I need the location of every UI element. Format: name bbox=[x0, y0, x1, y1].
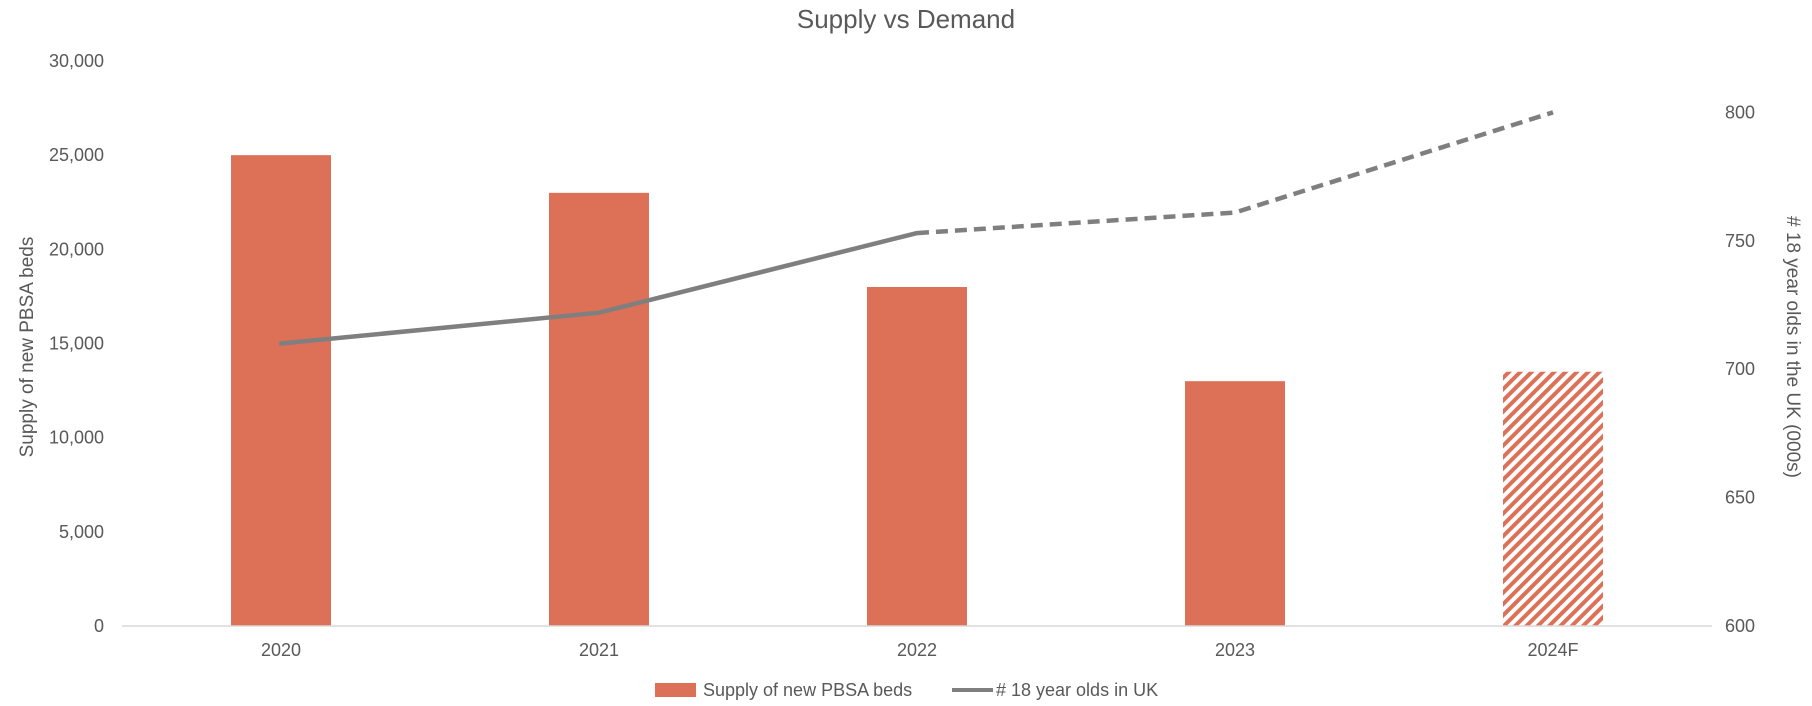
left-axis-tick-label: 0 bbox=[94, 616, 104, 636]
bar bbox=[549, 192, 649, 627]
legend-line-label: # 18 year olds in UK bbox=[996, 680, 1158, 700]
x-axis-tick-label: 2022 bbox=[897, 640, 937, 660]
x-axis-tick-label: 2023 bbox=[1215, 640, 1255, 660]
left-axis-tick-label: 15,000 bbox=[49, 334, 104, 354]
left-axis-tick-label: 20,000 bbox=[49, 239, 104, 259]
right-axis-ticks: 600 650 700 750 800 bbox=[1725, 102, 1755, 636]
right-axis-tick-label: 750 bbox=[1725, 231, 1755, 251]
left-axis-title: Supply of new PBSA beds bbox=[17, 237, 38, 458]
chart-title: Supply vs Demand bbox=[797, 4, 1015, 34]
bar bbox=[867, 287, 967, 626]
bar-forecast bbox=[1503, 371, 1603, 626]
left-axis-tick-label: 30,000 bbox=[49, 51, 104, 71]
x-axis-tick-label: 2021 bbox=[579, 640, 619, 660]
left-axis-tick-label: 10,000 bbox=[49, 428, 104, 448]
right-axis-tick-label: 800 bbox=[1725, 102, 1755, 122]
legend: Supply of new PBSA beds # 18 year olds i… bbox=[655, 680, 1158, 700]
x-axis-tick-label: 2024F bbox=[1527, 640, 1578, 660]
legend-bar-swatch bbox=[655, 683, 696, 697]
x-axis-tick-label: 2020 bbox=[261, 640, 301, 660]
left-axis-tick-label: 25,000 bbox=[49, 145, 104, 165]
left-axis-ticks: 0 5,000 10,000 15,000 20,000 25,000 30,000 bbox=[49, 51, 104, 636]
left-axis-tick-label: 5,000 bbox=[59, 522, 104, 542]
right-axis-tick-label: 600 bbox=[1725, 616, 1755, 636]
right-axis-tick-label: 650 bbox=[1725, 488, 1755, 508]
legend-bar-label: Supply of new PBSA beds bbox=[703, 680, 912, 700]
bar-series bbox=[231, 155, 1603, 627]
right-axis-title: # 18 year olds in the UK (000s) bbox=[1782, 216, 1803, 478]
right-axis-tick-label: 700 bbox=[1725, 359, 1755, 379]
x-axis-ticks: 2020 2021 2022 2023 2024F bbox=[261, 640, 1579, 660]
bar bbox=[231, 155, 331, 626]
bar bbox=[1185, 381, 1285, 626]
line-series bbox=[278, 110, 1554, 346]
line-series-forecast bbox=[916, 110, 1554, 236]
